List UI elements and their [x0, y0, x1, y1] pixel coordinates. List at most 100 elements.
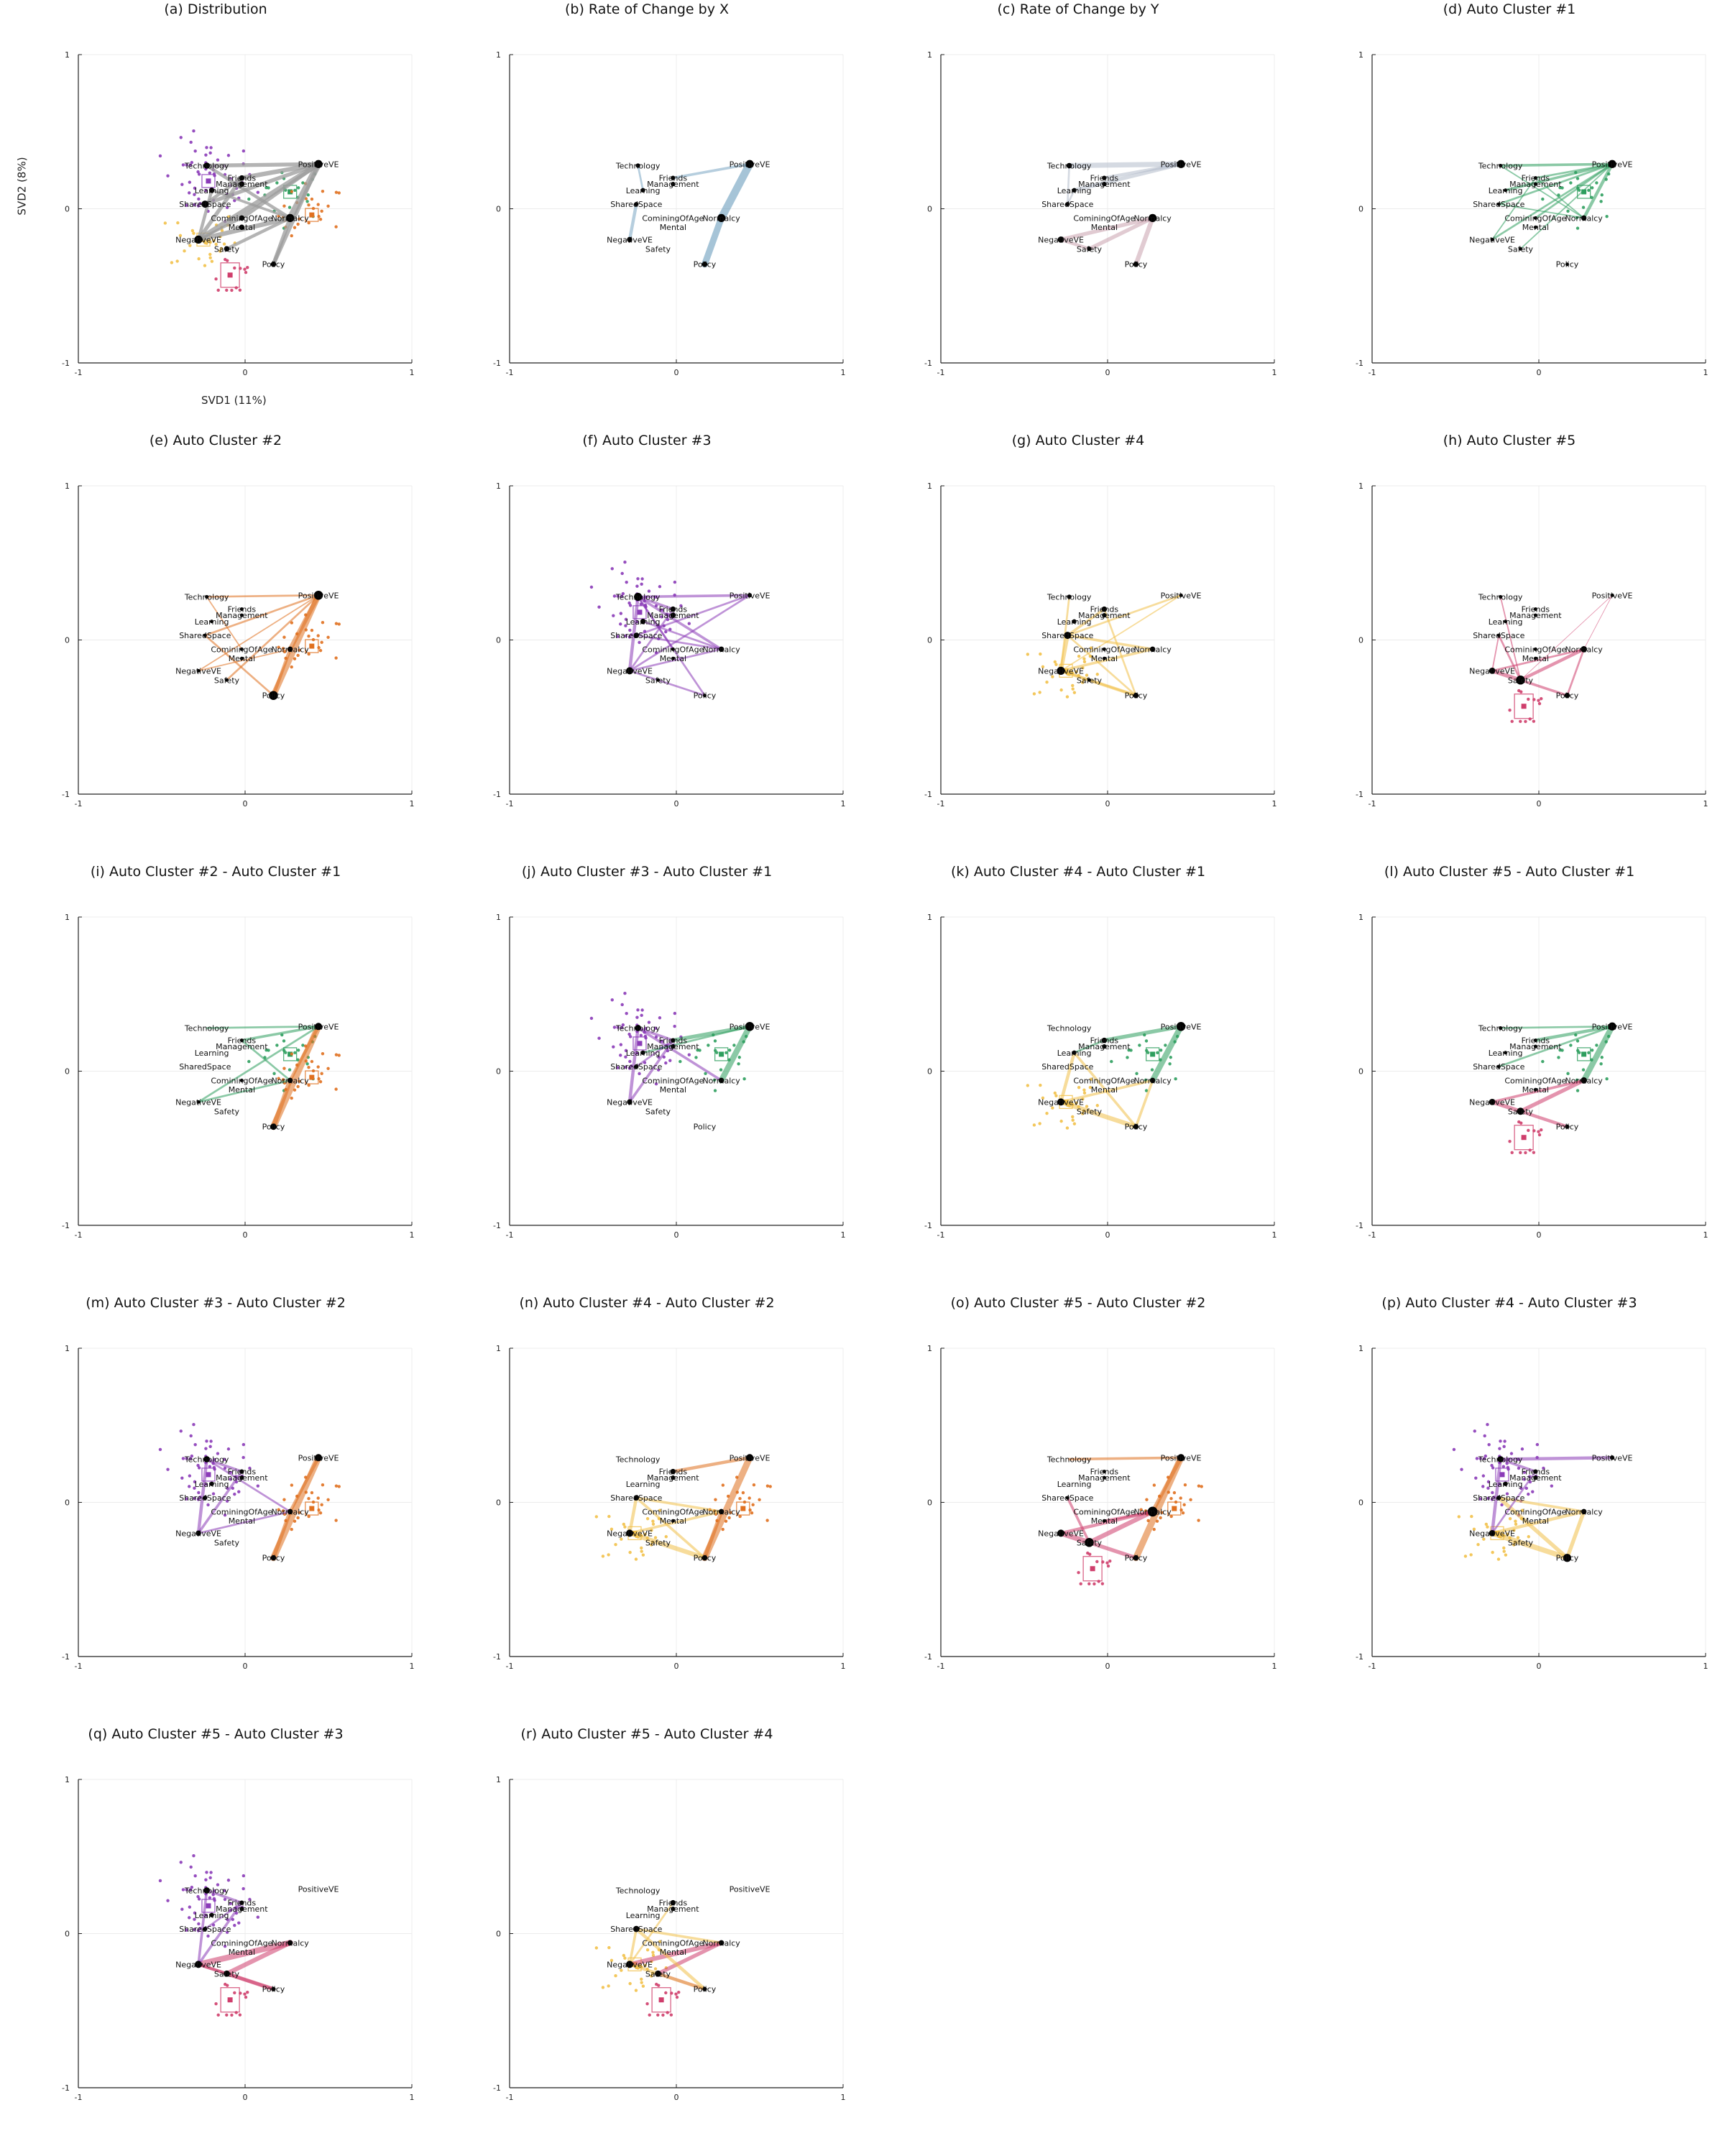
cluster-point — [223, 1897, 227, 1902]
node-label: Learning — [626, 617, 661, 627]
cluster-center-box — [1514, 694, 1534, 719]
cluster-point — [223, 1457, 226, 1461]
edge-line — [1066, 1496, 1091, 1544]
chart-panel: (g) Auto Cluster #4 -1 0 1 -1 0 1 PositiveVE Tec… — [862, 431, 1294, 862]
cluster-point — [275, 1044, 279, 1047]
cluster-center-marker — [1521, 704, 1527, 709]
cluster-point — [1054, 1094, 1058, 1097]
node-point — [1133, 261, 1139, 267]
node-label: Mental — [1522, 1085, 1549, 1095]
node-label: Management — [1078, 611, 1131, 620]
node-label: Learning — [195, 1911, 229, 1920]
cluster-point — [1072, 691, 1077, 694]
x-tick-label: -1 — [1368, 368, 1376, 377]
cluster-point — [1519, 1121, 1523, 1125]
cluster-point — [180, 1476, 184, 1480]
node-label: Policy — [262, 260, 285, 270]
node-label: CominingOfAge — [1073, 1076, 1135, 1085]
cluster-point — [192, 1854, 196, 1858]
cluster-point — [185, 203, 188, 207]
node-label: Technology — [615, 1023, 661, 1033]
cluster-point — [1599, 200, 1603, 203]
cluster-point — [1150, 1068, 1154, 1072]
cluster-point — [1486, 1423, 1489, 1427]
cluster-center-box — [220, 1987, 240, 2013]
node-label: Management — [216, 1904, 268, 1914]
node-point — [203, 1495, 208, 1501]
node-label: Technology — [1046, 592, 1092, 602]
node-label: Safety — [214, 1969, 240, 1978]
cluster-point — [218, 249, 222, 253]
cluster-point — [216, 2013, 220, 2017]
cluster-point — [210, 259, 214, 263]
edge-line — [197, 1079, 291, 1103]
cluster-point — [1460, 1468, 1463, 1471]
node-label: Technology — [1478, 1455, 1523, 1464]
cluster-point — [179, 136, 183, 139]
cluster-point — [181, 1457, 185, 1460]
edge-line — [627, 1940, 724, 1967]
edge-line — [271, 1078, 293, 1129]
node-label: Mental — [660, 1948, 686, 1957]
cluster-point — [185, 1457, 188, 1460]
edge-line — [627, 1963, 707, 1991]
cluster-point — [1524, 1486, 1528, 1491]
cluster-point — [1506, 1532, 1509, 1536]
node-label: Technology — [184, 1886, 229, 1895]
cluster-center-box — [201, 174, 216, 188]
node-point — [224, 678, 229, 682]
cluster-center-box — [305, 639, 319, 653]
edge-line — [1490, 1100, 1523, 1113]
edge-line — [241, 1039, 291, 1082]
node-point — [671, 656, 675, 660]
cluster-point — [206, 1503, 210, 1507]
cluster-point — [247, 197, 251, 201]
node-point — [315, 1023, 323, 1031]
edge-line — [206, 594, 320, 598]
edge-line — [203, 594, 320, 637]
node-label: Friends — [659, 174, 688, 183]
cluster-center-marker — [206, 1903, 211, 1909]
node-point — [1147, 1506, 1158, 1517]
node-point — [205, 594, 209, 599]
x-tick-label: 0 — [243, 799, 248, 808]
cluster-point — [656, 2013, 660, 2017]
node-label: Management — [1509, 611, 1562, 620]
y-tick-label: 0 — [65, 1498, 70, 1508]
cluster-point — [1144, 1039, 1149, 1043]
x-tick-label: 0 — [243, 1662, 248, 1671]
edge-line — [210, 188, 292, 220]
node-point — [1496, 633, 1501, 637]
cluster-point — [166, 1899, 170, 1902]
node-point — [1504, 619, 1508, 624]
node-label: Technology — [184, 592, 229, 602]
cluster-point — [641, 1984, 645, 1988]
node-point — [1102, 656, 1106, 660]
cluster-point — [1197, 1519, 1200, 1522]
cluster-point — [229, 1478, 232, 1481]
node-point — [1133, 1123, 1139, 1130]
cluster-point — [293, 1051, 297, 1055]
edge-line — [636, 595, 723, 651]
x-tick-label: -1 — [75, 799, 83, 808]
edge-line — [636, 1026, 723, 1082]
node-label: Safety — [645, 1538, 671, 1547]
cluster-point — [290, 190, 294, 193]
edge-line — [1499, 1025, 1614, 1029]
cluster-point — [1510, 1151, 1514, 1155]
node-label: Normalcy — [702, 1076, 740, 1085]
node-label: Safety — [214, 676, 240, 685]
x-tick-label: 0 — [674, 799, 679, 808]
y-tick-label: -1 — [493, 359, 501, 368]
y-tick-label: 1 — [927, 1344, 932, 1353]
cluster-point — [1520, 1508, 1524, 1512]
node-label: PositiveVE — [1161, 591, 1202, 600]
cluster-point — [317, 1077, 321, 1081]
edge-line — [1058, 1530, 1092, 1545]
cluster-point — [658, 585, 662, 589]
cluster-point — [765, 1519, 769, 1522]
cluster-point — [296, 653, 300, 658]
cluster-center-marker — [227, 272, 233, 278]
cluster-point — [244, 270, 248, 275]
cluster-point — [636, 577, 640, 581]
